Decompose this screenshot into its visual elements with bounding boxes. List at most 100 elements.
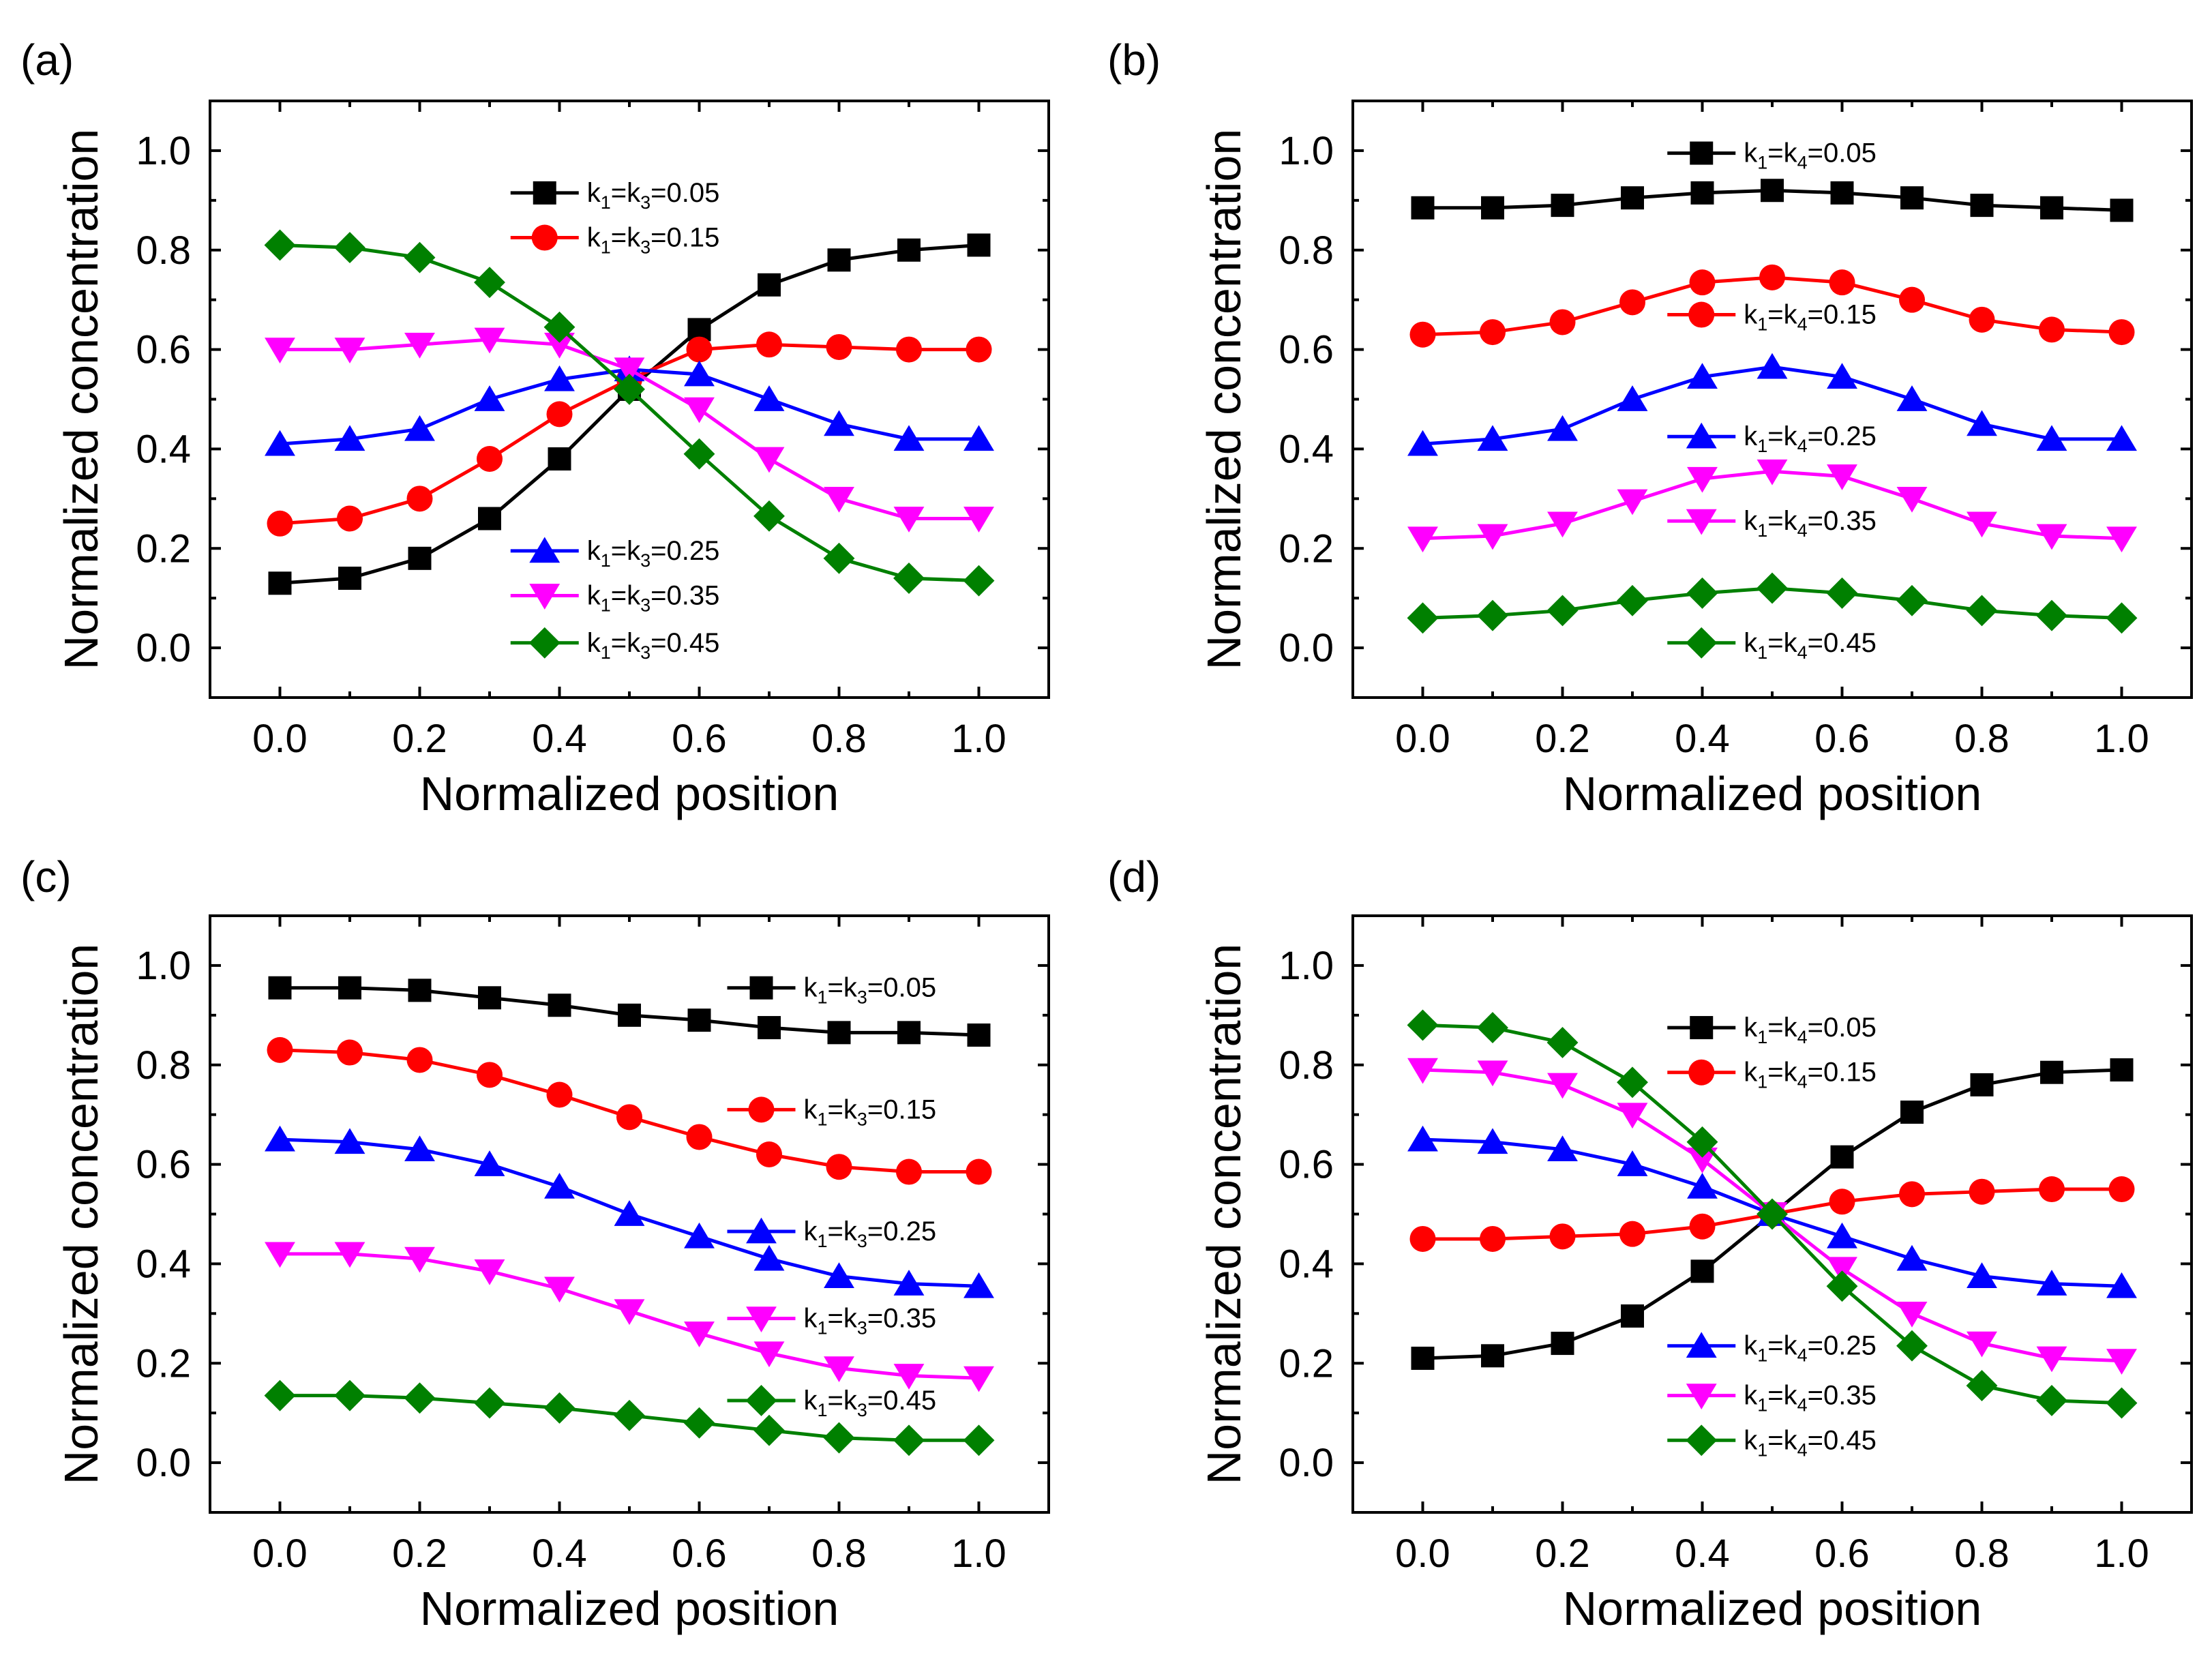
data-point [478, 986, 501, 1010]
legend-text-part: =0.45 [867, 1386, 936, 1416]
data-point [893, 507, 925, 533]
x-axis-title: Normalized position [1563, 1582, 1982, 1635]
data-point [753, 1244, 785, 1271]
data-point [827, 248, 851, 272]
data-point [1551, 1332, 1574, 1356]
data-point [756, 1141, 782, 1167]
y-tick-label: 1.0 [136, 944, 191, 988]
data-point [1690, 181, 1714, 205]
legend-subscript: 3 [640, 550, 651, 571]
y-tick-label: 0.0 [136, 1441, 191, 1485]
legend-text-part: =0.35 [867, 1304, 936, 1334]
data-point [2036, 425, 2067, 451]
x-tick-label: 0.8 [1954, 717, 2009, 761]
panel-label: (b) [1107, 35, 1161, 85]
x-tick-label: 0.0 [1395, 1531, 1450, 1576]
legend-label: k1=k4=0.25 [1744, 421, 1877, 456]
legend-subscript: 1 [1757, 1027, 1767, 1047]
legend-subscript: 1 [601, 237, 611, 258]
legend-text-part: =k [828, 1094, 858, 1124]
y-tick-label: 0.4 [1279, 427, 1334, 471]
data-point [893, 1270, 925, 1296]
data-point [826, 333, 852, 360]
panel-label: (c) [20, 852, 72, 901]
data-point [1757, 459, 1788, 485]
x-tick-label: 1.0 [2094, 1531, 2149, 1576]
data-point [1407, 526, 1438, 553]
data-point [1549, 1223, 1576, 1250]
legend-subscript: 1 [601, 550, 611, 571]
legend-marker [529, 537, 561, 563]
data-point [897, 1021, 921, 1045]
legend-text-part: =k [1767, 1058, 1797, 1088]
legend-marker [1688, 1059, 1715, 1086]
legend-subscript: 1 [1757, 642, 1767, 663]
panel-a: (a) 0.0 0.2 0.4 0.6 0.8 1.0 0.0 0.2 0.4 0.6 0.8 1.0 N… [20, 35, 1050, 820]
x-tick-label: 0.8 [811, 1531, 867, 1576]
legend-subscript: 3 [857, 1231, 867, 1251]
data-point [826, 1154, 852, 1180]
y-tick-label: 0.6 [136, 328, 191, 372]
data-point [544, 1276, 575, 1303]
data-point [546, 401, 573, 428]
data-point [893, 425, 925, 451]
data-point [687, 1008, 711, 1032]
series-green [264, 1379, 995, 1456]
legend-entry: k1=k3=0.15 [510, 223, 719, 258]
legend-marker [1690, 141, 1714, 165]
legend-subscript: 1 [601, 642, 611, 663]
data-point [684, 360, 715, 387]
legend-text-part: k [587, 536, 601, 566]
legend-subscript: 4 [1797, 1027, 1808, 1047]
legend-text-part: =k [611, 581, 641, 611]
data-point [404, 1382, 436, 1414]
y-tick-label: 1.0 [136, 129, 191, 173]
legend-entry: k1=k3=0.05 [727, 973, 936, 1008]
data-point [1966, 595, 1998, 627]
legend-text-part: =k [1767, 506, 1797, 536]
data-point [544, 332, 575, 359]
data-point [1900, 186, 1924, 210]
x-tick-label: 0.4 [1675, 717, 1730, 761]
series-green [1407, 1009, 2138, 1419]
legend-entry: k1=k4=0.15 [1667, 1058, 1877, 1092]
x-tick-label: 0.8 [811, 717, 867, 761]
legend-subscript: 1 [1757, 520, 1767, 541]
legend-subscript: 4 [1797, 1345, 1808, 1366]
legend-label: k1=k3=0.35 [587, 581, 720, 616]
data-point [1826, 1270, 1858, 1302]
data-point [265, 430, 295, 456]
data-point [823, 542, 855, 574]
data-point [753, 500, 785, 532]
data-point [824, 410, 854, 436]
data-point [2108, 319, 2135, 346]
data-point [474, 327, 505, 354]
data-point [1617, 1103, 1648, 1129]
data-point [614, 357, 645, 384]
data-point [2036, 599, 2067, 631]
legend-label: k1=k3=0.45 [804, 1386, 937, 1420]
data-point [963, 1366, 994, 1392]
data-point [1481, 1344, 1504, 1368]
data-point [1687, 363, 1718, 389]
data-point [474, 267, 505, 299]
data-point [1621, 1304, 1644, 1328]
data-point [404, 415, 435, 441]
data-point [1621, 186, 1644, 210]
legend-entry: k1=k4=0.45 [1667, 627, 1877, 663]
data-point [1757, 353, 1788, 379]
legend-marker [1688, 301, 1715, 328]
panel-label: (a) [20, 35, 74, 85]
data-point [1407, 1009, 1439, 1041]
legend-text-part: =k [1767, 421, 1797, 451]
data-point [1900, 1101, 1924, 1124]
series-black [268, 976, 991, 1047]
data-point [1477, 1060, 1508, 1087]
legend-subscript: 1 [818, 1109, 828, 1129]
data-point [1619, 289, 1645, 316]
x-tick-label: 1.0 [2094, 717, 2149, 761]
legend-subscript: 4 [1797, 153, 1808, 173]
data-point [1899, 1181, 1925, 1208]
legend-text-part: =k [828, 1386, 858, 1416]
data-point [264, 1379, 296, 1411]
